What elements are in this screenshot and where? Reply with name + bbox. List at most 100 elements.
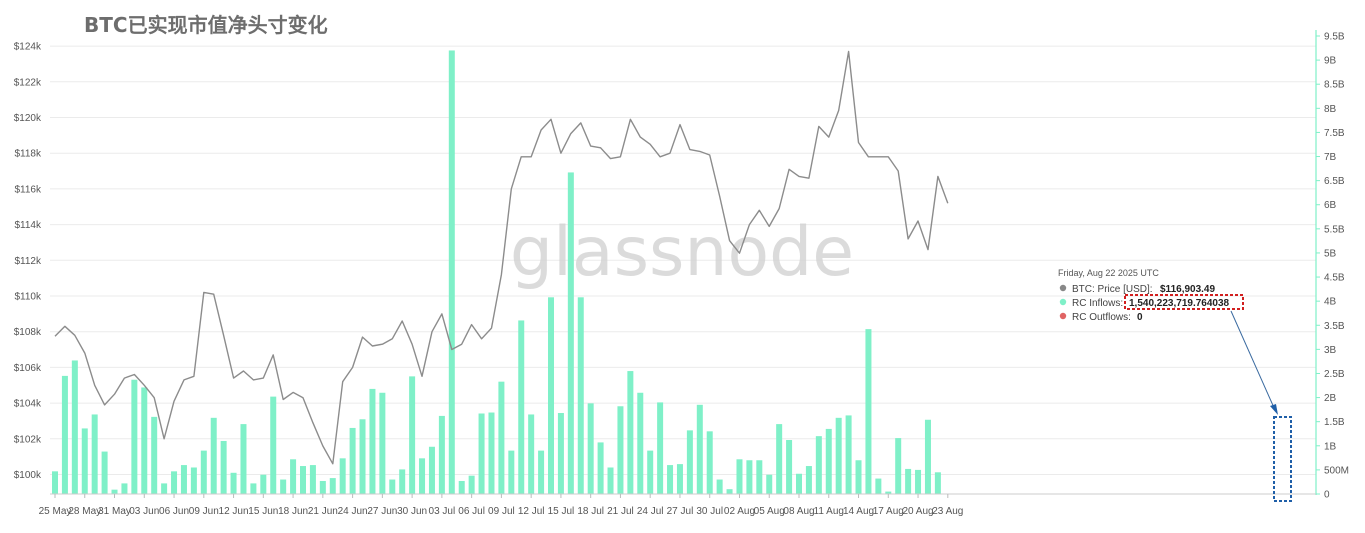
right-tick-label: 9.5B (1324, 32, 1345, 43)
right-tick-label: 2B (1324, 393, 1337, 404)
inflow-bar (230, 472, 237, 494)
left-tick-label: $124k (14, 42, 42, 53)
right-tick-label: 500M (1324, 465, 1349, 476)
annotation-arrow (1230, 310, 1276, 411)
right-tick-label: 8B (1324, 104, 1337, 115)
inflow-bar (171, 471, 178, 494)
tooltip-price-dot (1059, 284, 1067, 292)
right-tick-label: 4.5B (1324, 273, 1345, 284)
tooltip-inflow-label: RC Inflows: (1072, 298, 1123, 309)
left-axis: $100k $102k $104k $106k $108k $110k $112k $114k… (14, 42, 42, 481)
right-tick-label: 7B (1324, 152, 1337, 163)
x-tick-label: 21 Jul (607, 506, 634, 517)
inflow-bar (389, 479, 396, 494)
inflow-bar (419, 458, 426, 494)
right-tick-label: 2.5B (1324, 369, 1345, 380)
inflow-bar (329, 478, 336, 494)
right-tick-label: 1.5B (1324, 417, 1345, 428)
inflow-bar (855, 460, 862, 494)
inflow-bar (865, 329, 872, 494)
inflow-bar (607, 467, 614, 494)
x-tick-label: 18 Jun (278, 506, 308, 517)
inflow-bar (210, 417, 217, 494)
x-tick-label: 03 Jul (429, 506, 456, 517)
bar-highlight-box (1273, 416, 1292, 502)
inflow-bar (627, 371, 634, 494)
x-tick-label: 24 Jun (338, 506, 368, 517)
left-tick-label: $106k (14, 363, 42, 374)
inflow-bar (597, 442, 604, 494)
inflow-bar (557, 413, 564, 494)
x-tick-label: 03 Jun (129, 506, 159, 517)
inflow-bar (885, 491, 892, 494)
x-tick-label: 21 Jun (308, 506, 338, 517)
x-tick-label: 05 Aug (754, 506, 785, 517)
right-tick-label: 6B (1324, 200, 1337, 211)
inflow-bar (637, 392, 644, 494)
tooltip-outflow-value: 0 (1137, 312, 1143, 323)
inflow-bar (756, 460, 763, 494)
inflow-bar (220, 440, 227, 494)
inflow-bar (61, 375, 68, 494)
inflow-bar (726, 489, 733, 494)
right-tick-label: 8.5B (1324, 80, 1345, 91)
tooltip: Friday, Aug 22 2025 UTC BTC: Price [USD]… (1058, 268, 1244, 323)
inflow-bar (667, 465, 674, 494)
inflow-bar (647, 450, 654, 494)
x-tick-label: 27 Jun (367, 506, 397, 517)
inflow-bar (766, 474, 773, 494)
inflow-bar (250, 483, 257, 494)
inflow-bar (399, 469, 406, 494)
inflow-bar (488, 412, 495, 494)
x-tick-label: 15 Jul (548, 506, 575, 517)
price-series-line (54, 50, 949, 465)
inflow-bar (567, 172, 574, 494)
x-tick-label: 12 Jun (219, 506, 249, 517)
inflow-bar (835, 417, 842, 494)
right-tick-label: 7.5B (1324, 128, 1345, 139)
chart-title: BTC已实现市值净头寸变化 (84, 13, 328, 37)
x-tick-label: 18 Jul (577, 506, 604, 517)
inflow-bar (111, 489, 118, 494)
inflow-bar (895, 438, 902, 494)
inflow-bar (716, 479, 723, 494)
x-tick-label: 06 Jul (458, 506, 485, 517)
inflow-bar (359, 419, 366, 494)
inflow-bar (686, 430, 693, 494)
inflow-bar (300, 466, 306, 494)
inflow-bar (845, 415, 852, 494)
x-tick-label: 28 May (68, 506, 101, 517)
inflow-bar (905, 468, 912, 494)
right-tick-label: 5.5B (1324, 224, 1345, 235)
inflow-bar (468, 475, 475, 494)
right-tick-label: 3.5B (1324, 321, 1345, 332)
inflow-bar (131, 379, 138, 494)
inflow-bar (180, 465, 187, 494)
inflow-bar (676, 464, 683, 494)
inflow-bar (478, 413, 485, 494)
right-tick-label: 6.5B (1324, 176, 1345, 187)
inflow-bar (309, 465, 316, 494)
inflow-bar (776, 424, 783, 494)
inflow-bar (379, 392, 386, 494)
right-tick-label: 9B (1324, 56, 1337, 67)
inflow-bar (448, 50, 455, 494)
tooltip-inflow-dot (1059, 298, 1067, 306)
inflow-bar (934, 472, 941, 494)
left-tick-label: $114k (14, 220, 42, 231)
right-tick-label: 1B (1324, 441, 1337, 452)
inflow-bar (71, 360, 78, 494)
inflow-bar (409, 376, 416, 494)
x-tick-label: 30 Jun (397, 506, 427, 517)
gridlines (50, 45, 1316, 475)
inflow-bar (498, 381, 505, 494)
right-tick-label: 5B (1324, 248, 1337, 259)
x-tick-label: 15 Jun (248, 506, 278, 517)
inflow-bar (161, 483, 168, 494)
right-axis: 0 500M 1B 1.5B 2B 2.5B 3B 3.5B 4B 4.5B 5B 5.5B 6B 6.5… (1316, 32, 1349, 501)
inflow-bar (518, 320, 525, 494)
tooltip-date: Friday, Aug 22 2025 UTC (1058, 268, 1159, 278)
watermark: glassnode (510, 213, 854, 292)
